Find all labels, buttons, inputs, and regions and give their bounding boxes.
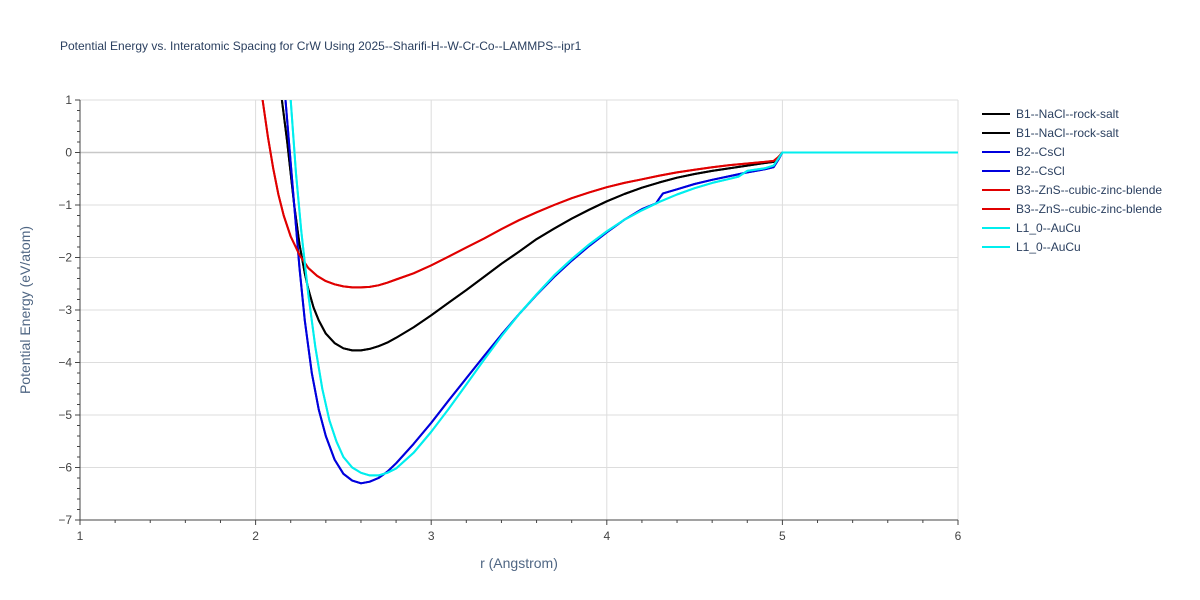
series-line-b1-nacl-rock-salt-1 [280,100,958,352]
legend-item[interactable]: B2--CsCl [982,145,1065,159]
y-tick-label: 0 [65,146,72,160]
grid [80,99,959,520]
y-tick-label: −3 [58,303,72,317]
y-tick-label: −4 [58,356,72,370]
series-line-b3-zns-cubic-zinc-blende-5 [261,100,958,289]
x-tick-label: 6 [955,529,962,543]
legend-label: B2--CsCl [1016,164,1065,178]
legend-item[interactable]: B3--ZnS--cubic-zinc-blende [982,202,1162,216]
legend-item[interactable]: L1_0--AuCu [982,221,1081,235]
y-tick-label: −5 [58,408,72,422]
legend-item[interactable]: B1--NaCl--rock-salt [982,107,1119,121]
legend-item[interactable]: B1--NaCl--rock-salt [982,126,1119,140]
y-tick-label: −7 [58,513,72,527]
legend-item[interactable]: B3--ZnS--cubic-zinc-blende [982,183,1162,197]
legend-label: L1_0--AuCu [1016,221,1081,235]
y-tick-label: 1 [65,93,72,107]
legend[interactable]: B1--NaCl--rock-salt B1--NaCl--rock-salt B2… [982,107,1162,254]
x-tick-label: 3 [428,529,435,543]
legend-label: B1--NaCl--rock-salt [1016,126,1119,140]
tick-labels: 1 2 3 4 5 6 1 0 −1 −2 −3 −4 −5 −6 −7 [58,93,961,543]
y-axis-title: Potential Energy (eV/atom) [17,226,33,394]
x-tick-label: 5 [779,529,786,543]
legend-item[interactable]: L1_0--AuCu [982,240,1081,254]
y-tick-label: −2 [58,251,72,265]
legend-label: B3--ZnS--cubic-zinc-blende [1016,202,1162,216]
series-layer [261,100,958,485]
legend-label: B1--NaCl--rock-salt [1016,107,1119,121]
axes [75,99,959,525]
series-line-l1-0-aucu-7 [289,100,958,477]
legend-item[interactable]: B2--CsCl [982,164,1065,178]
x-tick-label: 2 [252,529,259,543]
y-tick-label: −6 [58,461,72,475]
x-tick-label: 4 [603,529,610,543]
legend-label: L1_0--AuCu [1016,240,1081,254]
legend-label: B3--ZnS--cubic-zinc-blende [1016,183,1162,197]
legend-label: B2--CsCl [1016,145,1065,159]
y-tick-label: −1 [58,198,72,212]
chart-title: Potential Energy vs. Interatomic Spacing… [60,39,582,53]
x-tick-label: 1 [77,529,84,543]
x-axis-title: r (Angstrom) [480,555,558,571]
